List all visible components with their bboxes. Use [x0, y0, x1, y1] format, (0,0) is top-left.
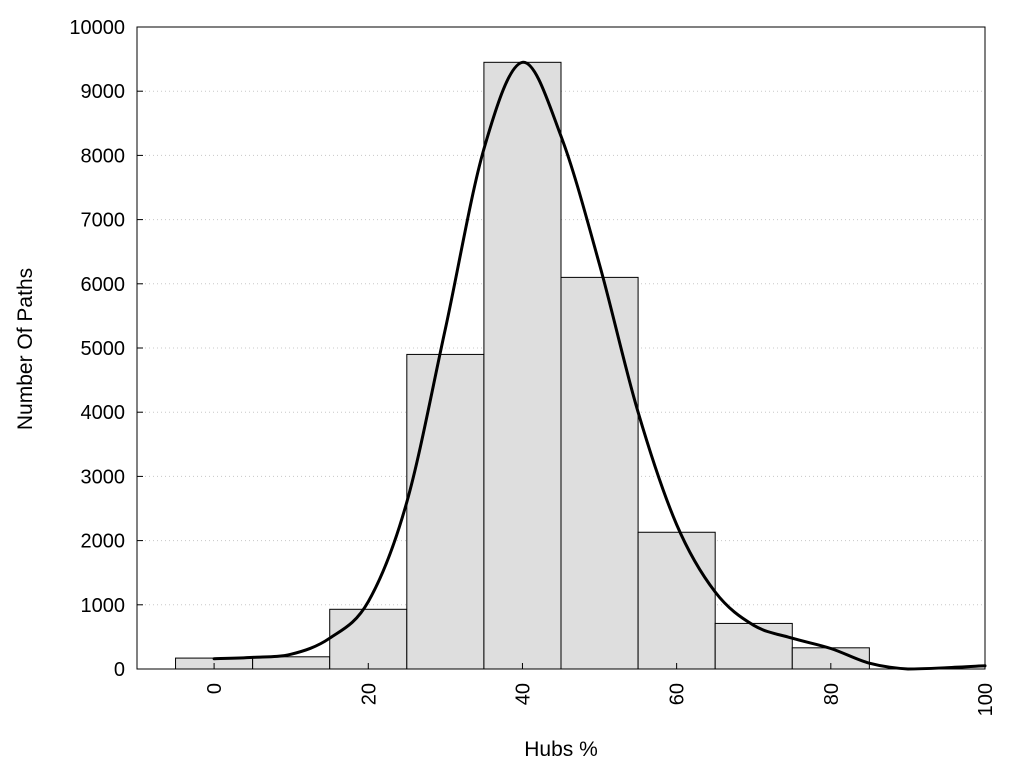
- y-tick-label: 6000: [81, 274, 126, 296]
- bar-bin-60: [637, 531, 716, 670]
- bar-bin-40: [483, 61, 562, 670]
- x-axis-ticks: 0 20 40 60 80 100: [204, 663, 997, 716]
- y-tick-label: 2000: [81, 531, 126, 553]
- bar-bin-20: [329, 608, 408, 670]
- y-tick-label: 1000: [81, 595, 126, 617]
- y-tick-label: 8000: [81, 145, 126, 167]
- x-tick-label: 80: [821, 683, 843, 705]
- y-axis-title: Number Of Paths: [14, 268, 37, 430]
- y-tick-label: 9000: [81, 81, 126, 103]
- y-tick-label: 3000: [81, 466, 126, 488]
- y-tick-label: 10000: [69, 17, 125, 39]
- bar-bin-50: [560, 276, 639, 670]
- y-tick-label: 7000: [81, 210, 126, 232]
- x-tick-label: 100: [975, 683, 997, 716]
- x-tick-label: 60: [667, 683, 689, 705]
- bars: [175, 61, 870, 670]
- x-tick-label: 20: [358, 683, 380, 705]
- x-axis-title: Hubs %: [524, 738, 598, 761]
- y-tick-label: 4000: [81, 402, 126, 424]
- density-curve: [212, 60, 987, 671]
- y-tick-label: 0: [114, 659, 125, 681]
- y-axis-ticks: 0 1000 2000 3000 4000 5000 6000 7000 8000 9000 100…: [69, 17, 143, 681]
- x-tick-label: 40: [512, 683, 534, 705]
- bar-bin-70: [714, 622, 793, 670]
- y-tick-label: 5000: [81, 338, 126, 360]
- x-tick-label: 0: [204, 683, 226, 694]
- bar-bin-10: [252, 656, 331, 670]
- bar-bin-30: [406, 353, 485, 670]
